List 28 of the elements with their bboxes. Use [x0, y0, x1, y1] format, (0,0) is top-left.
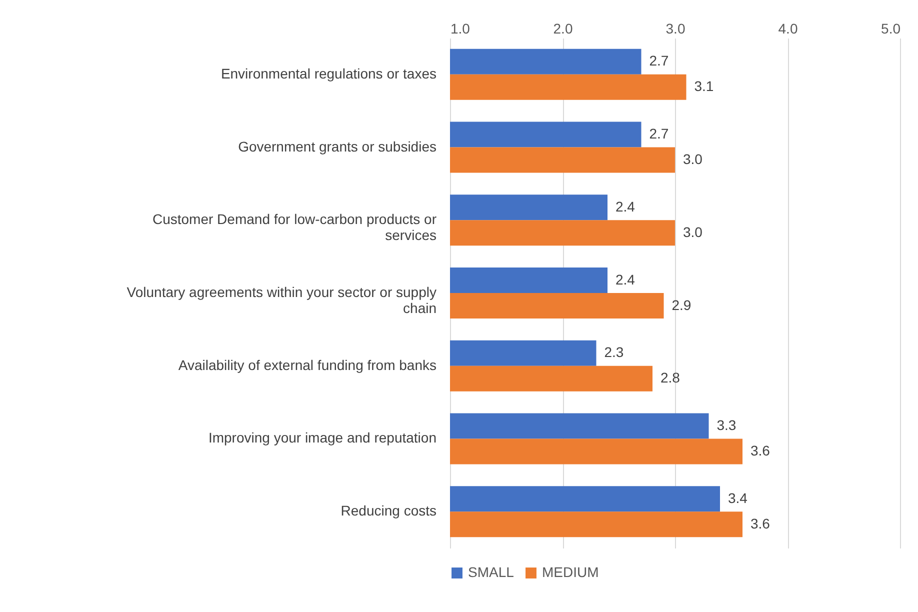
y-tick-label: Availability of external funding from banks: [178, 356, 436, 373]
x-tick-label: 4.0: [778, 20, 798, 36]
data-label: 3.0: [683, 224, 703, 240]
x-tick-label: 3.0: [666, 20, 686, 36]
data-label: 2.3: [604, 344, 624, 360]
x-tick-label: 5.0: [881, 20, 901, 36]
data-label: 3.6: [750, 515, 770, 532]
data-label: 3.3: [716, 416, 736, 433]
y-tick-label: Improving your image and reputation: [208, 430, 436, 446]
y-tick-label: Customer Demand for low-carbon products or services: [152, 211, 437, 244]
data-label: 2.8: [660, 370, 680, 386]
legend-label: MEDIUM: [542, 564, 599, 580]
y-tick-label: Government grants or subsidies: [238, 138, 436, 154]
data-label: 2.4: [616, 271, 636, 288]
data-label: 3.1: [694, 78, 714, 94]
data-label: 2.7: [649, 126, 669, 142]
y-tick-label: Environmental regulations or taxes: [220, 65, 436, 82]
y-tick-label: Voluntary agreements within your sector or supply chain: [126, 284, 436, 316]
data-label: 2.7: [649, 52, 669, 69]
data-label: 2.4: [616, 198, 636, 214]
data-label: 3.4: [728, 490, 748, 506]
x-tick-label: 2.0: [553, 20, 573, 36]
legend-label: SMALL: [468, 564, 514, 580]
data-label: 3.6: [750, 442, 770, 458]
x-tick-label: 1.0: [450, 20, 470, 36]
data-label: 3.0: [683, 151, 703, 168]
y-tick-label: Reducing costs: [340, 502, 436, 519]
data-label: 2.9: [672, 296, 692, 313]
